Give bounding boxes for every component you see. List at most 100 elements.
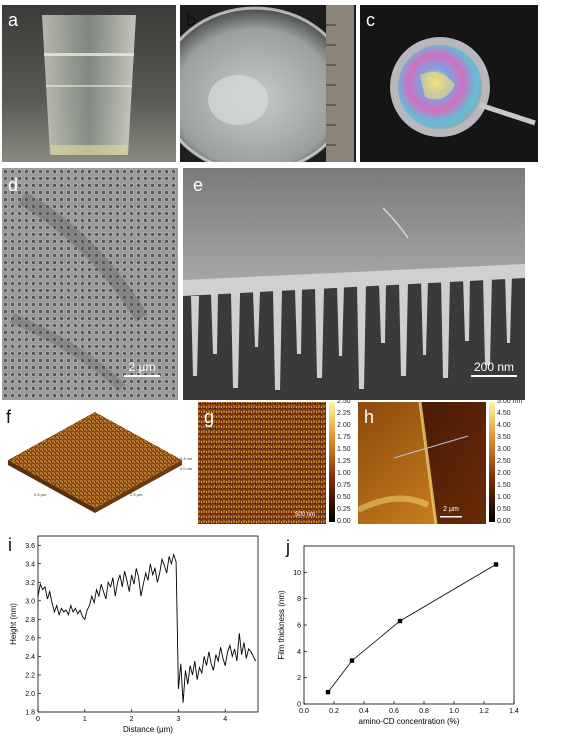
panel-label-b: b xyxy=(186,10,197,30)
afm-3d-surface: 2.4 nm 0.0 nm 2.5 μm 2.5 μm xyxy=(8,412,193,513)
j-xtick-label-7: 1.4 xyxy=(509,708,519,715)
colorbar-h-tick-9: 0.50 xyxy=(497,506,511,513)
scalebar-g: 500 nm xyxy=(292,512,318,518)
panel-c-photo: c xyxy=(360,5,538,162)
i-xlabel: Distance (μm) xyxy=(123,725,173,734)
i-ytick-label-3: 2.4 xyxy=(25,654,35,661)
panel-label-e: e xyxy=(193,175,204,195)
colorbar-h-tick-2: 4.00 xyxy=(497,422,511,429)
colorbar-g-tick-2: 2.00 xyxy=(337,422,351,429)
panel-f-afm3d: 2.4 nm 0.0 nm 2.5 μm 2.5 μm f xyxy=(0,400,194,526)
sem-top-view-image xyxy=(2,168,178,400)
panel-label-h: h xyxy=(364,407,375,427)
i-xtick-label-2: 2 xyxy=(130,716,134,723)
j-data-point-0 xyxy=(325,689,331,695)
colorbar-h-tick-6: 2.00 xyxy=(497,470,511,477)
scalebar-d-label: 2 μm xyxy=(128,360,156,374)
f-axis-text-2: 0.0 nm xyxy=(180,466,193,471)
j-series-line xyxy=(327,564,497,693)
i-xtick-label-4: 4 xyxy=(223,716,227,723)
i-series-line xyxy=(37,552,257,703)
i-ytick-label-7: 3.2 xyxy=(25,580,35,587)
petri-dish-photo xyxy=(180,5,356,162)
colorbar-g-tick-1: 2.25 xyxy=(337,410,351,417)
colorbar-g-tick-10: 0.00 xyxy=(337,518,351,525)
j-xtick-label-3: 0.6 xyxy=(389,708,399,715)
panel-a-photo: a xyxy=(2,5,176,162)
beaker-photo xyxy=(2,5,176,162)
i-plot-frame xyxy=(37,535,259,713)
scalebar-h: 2 μm xyxy=(438,506,464,513)
colorbar-h-tick-5: 2.50 xyxy=(497,458,511,465)
j-ytick-label-0: 0 xyxy=(297,702,301,709)
panel-label-c: c xyxy=(366,10,375,30)
i-ytick-label-4: 2.6 xyxy=(25,635,35,642)
scalebar-d: 2 μm xyxy=(124,360,160,377)
colorbar-g-tick-7: 0.75 xyxy=(337,482,351,489)
i-ytick-label-9: 3.6 xyxy=(25,543,35,550)
i-ytick-label-0: 1.8 xyxy=(25,710,35,717)
j-data-point-1 xyxy=(349,658,355,663)
colorbar-g-tick-4: 1.50 xyxy=(337,446,351,453)
j-xtick-label-5: 1.0 xyxy=(449,708,459,715)
colorbar-h-tick-10: 0.00 xyxy=(497,518,511,525)
panel-i-chart: 0 1 2 3 4 1.8 2.0 2.2 2.4 2.6 2.8 3.0 3.2 3.4 3.6 Dista… xyxy=(0,528,270,739)
panel-label-i: i xyxy=(8,535,12,555)
j-ylabel: Film thickness (nm) xyxy=(277,590,286,660)
colorbar-g-tick-5: 1.25 xyxy=(337,458,351,465)
afm-height-map-h xyxy=(358,401,495,525)
colorbar-h-tick-8: 1.00 xyxy=(497,494,511,501)
j-data-point-3 xyxy=(493,562,499,567)
i-ytick-label-2: 2.2 xyxy=(25,672,35,679)
i-xtick-label-3: 3 xyxy=(176,716,180,723)
j-data-point-2 xyxy=(397,618,403,624)
colorbar-g-tick-3: 1.75 xyxy=(337,434,351,441)
colorbar-g-tick-8: 0.50 xyxy=(337,494,351,501)
panel-label-f: f xyxy=(6,407,12,427)
colorbar-h-tick-7: 1.50 xyxy=(497,482,511,489)
panel-label-j: j xyxy=(286,537,290,557)
j-ytick-label-2: 4 xyxy=(297,649,301,656)
i-xtick-label-1: 1 xyxy=(83,716,87,723)
j-xtick-label-4: 0.8 xyxy=(419,708,429,715)
i-ytick-label-1: 2.0 xyxy=(25,691,35,698)
scalebar-e-label: 200 nm xyxy=(473,360,515,374)
panel-e-sem: e 200 nm xyxy=(183,168,525,400)
panel-label-g: g xyxy=(204,407,215,427)
j-xlabel: amino-CD concentration (%) xyxy=(359,717,460,726)
film-thickness-chart: 0.0 0.2 0.4 0.6 0.8 1.0 1.2 1.4 0 2 4 6 8 10 amino-CD … xyxy=(277,545,519,726)
panel-label-a: a xyxy=(8,10,19,30)
i-ytick-label-5: 2.8 xyxy=(25,617,35,624)
colorbar-h-tick-3: 3.50 xyxy=(497,434,511,441)
sem-cross-section-image xyxy=(183,168,525,400)
colorbar-g-tick-0: 2.50 xyxy=(337,400,351,405)
afm-height-map-g xyxy=(198,402,335,524)
f-axis-text-3: 2.5 μm xyxy=(34,492,47,497)
scalebar-g-label: 500 nm xyxy=(294,512,315,518)
i-xtick-label-0: 0 xyxy=(36,716,40,723)
panel-g-afm: g 500 nm 2.50 2.25 2.00 1.75 1.50 1.25 1.00 0.7… xyxy=(198,400,358,526)
iridescent-film-photo xyxy=(360,5,538,162)
f-axis-text-1: 2.4 nm xyxy=(180,456,193,461)
i-ytick-label-6: 3.0 xyxy=(25,598,35,605)
i-ytick-label-8: 3.4 xyxy=(25,561,35,568)
j-plot-frame xyxy=(303,545,515,705)
i-ylabel: Height (nm) xyxy=(9,603,18,645)
panel-d-sem: d 2 μm xyxy=(2,168,178,400)
panel-label-d: d xyxy=(8,175,19,195)
scalebar-e: 200 nm xyxy=(471,360,517,377)
j-xtick-label-6: 1.2 xyxy=(479,708,489,715)
j-ytick-label-1: 2 xyxy=(297,675,301,682)
colorbar-h-tick-4: 3.00 xyxy=(497,446,511,453)
panel-b-photo: b xyxy=(180,5,356,162)
f-axis-text-4: 2.5 μm xyxy=(130,492,143,497)
colorbar-g-tick-6: 1.00 xyxy=(337,470,351,477)
j-ytick-label-3: 6 xyxy=(297,623,301,630)
j-xtick-label-1: 0.2 xyxy=(329,708,339,715)
height-profile-chart: 0 1 2 3 4 1.8 2.0 2.2 2.4 2.6 2.8 3.0 3.2 3.4 3.6 Dista… xyxy=(9,535,259,734)
colorbar-h-tick-1: 4.50 xyxy=(497,410,511,417)
colorbar-h-tick-0: 5.00 nm xyxy=(497,400,523,405)
j-ytick-label-4: 8 xyxy=(297,596,301,603)
scalebar-h-label: 2 μm xyxy=(443,506,459,513)
j-ytick-label-5: 10 xyxy=(293,570,301,577)
